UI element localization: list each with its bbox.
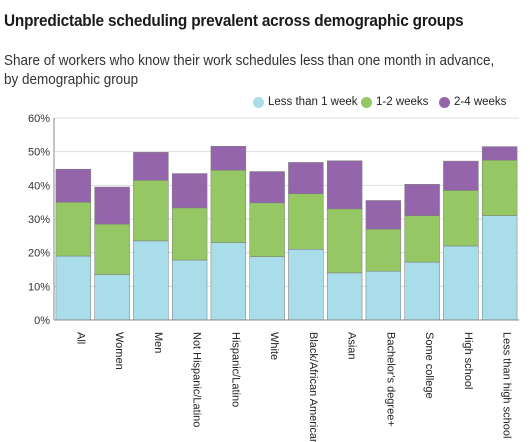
- x-tick-label-high-school: High school: [462, 332, 474, 389]
- chart-subtitle: Share of workers who know their work sch…: [4, 53, 495, 88]
- y-tick-label: 20%: [28, 248, 50, 260]
- bar-segment-less-than-1-week-bachelor-s-degree: [365, 270, 402, 321]
- x-tick-label-some-college: Some college: [423, 332, 435, 399]
- x-tick-label-men: Men: [152, 332, 164, 353]
- bar-segment-1-2-weeks-bachelor-s-degree: [365, 228, 402, 272]
- legend-swatch-1-2-weeks: [361, 97, 372, 108]
- bar-segment-2-4-weeks-women: [94, 186, 130, 225]
- bar-segment-less-than-1-week-asian: [326, 272, 363, 321]
- bar-segment-1-2-weeks-some-college: [404, 215, 440, 263]
- bar-segment-less-than-1-week-all: [55, 255, 92, 321]
- y-tick-label: 60%: [28, 113, 50, 125]
- y-tick-label: 0%: [34, 315, 50, 327]
- legend-swatch-2-4-weeks: [439, 97, 450, 108]
- y-tick-label: 40%: [28, 180, 50, 192]
- y-tick-label: 50%: [28, 147, 50, 159]
- bar-segment-1-2-weeks-men: [133, 180, 169, 242]
- bar-segment-2-4-weeks-white: [249, 171, 285, 204]
- bar-segment-1-2-weeks-all: [55, 201, 92, 257]
- bar-segment-2-4-weeks-all: [55, 168, 92, 203]
- bar-segment-less-than-1-week-some-college: [404, 261, 440, 321]
- bar-segment-less-than-1-week-women: [94, 274, 130, 321]
- x-tick-label-hispanic-latino: Hispanic/Latino: [229, 332, 241, 407]
- bar-segment-2-4-weeks-bachelor-s-degree: [365, 200, 402, 230]
- x-tick-label-less-than-high-school: Less than high school: [501, 332, 513, 438]
- bar-segment-2-4-weeks-men: [133, 152, 169, 181]
- bar-segment-1-2-weeks-hispanic-latino: [210, 169, 247, 243]
- bar-segment-less-than-1-week-men: [133, 240, 169, 321]
- bar-segment-less-than-1-week-high-school: [443, 245, 479, 321]
- bar-segment-1-2-weeks-white: [249, 202, 285, 257]
- y-tick-label: 30%: [28, 214, 50, 226]
- bar-segment-2-4-weeks-high-school: [443, 160, 479, 191]
- bar-segment-2-4-weeks-asian: [326, 160, 363, 210]
- bar-segment-1-2-weeks-high-school: [443, 190, 479, 247]
- bar-segment-less-than-1-week-not-hispanic-latino: [171, 259, 208, 321]
- chart-title: Unpredictable scheduling prevalent acros…: [4, 12, 464, 30]
- y-tick-label: 10%: [28, 281, 50, 293]
- bar-segment-1-2-weeks-not-hispanic-latino: [171, 207, 208, 261]
- x-tick-label-women: Women: [113, 332, 125, 370]
- x-tick-label-not-hispanic-latino: Not Hispanic/Latino: [191, 332, 203, 427]
- bar-segment-less-than-1-week-white: [249, 256, 285, 321]
- legend-label-1-2-weeks: 1-2 weeks: [376, 96, 429, 108]
- bar-segment-1-2-weeks-women: [94, 223, 130, 275]
- legend-label-2-4-weeks: 2-4 weeks: [454, 96, 507, 108]
- bar-segment-2-4-weeks-some-college: [404, 184, 440, 216]
- bar-segment-1-2-weeks-less-than-high-school: [481, 159, 518, 216]
- bar-segment-less-than-1-week-hispanic-latino: [210, 242, 247, 321]
- x-tick-label-all: All: [74, 332, 86, 344]
- bar-segment-2-4-weeks-less-than-high-school: [481, 146, 518, 161]
- x-tick-label-asian: Asian: [346, 332, 358, 360]
- x-tick-label-black-african-american: Black/African American: [307, 332, 319, 442]
- bar-segment-2-4-weeks-black-african-american: [288, 162, 324, 195]
- legend-label-less-than-1-week: Less than 1 week: [268, 96, 358, 108]
- bar-segment-2-4-weeks-not-hispanic-latino: [171, 173, 208, 209]
- bar-segment-less-than-1-week-less-than-high-school: [481, 215, 518, 321]
- legend-swatch-less-than-1-week: [253, 97, 264, 108]
- x-tick-label-bachelor-s-degree: Bachelor's degree+: [384, 332, 396, 427]
- x-tick-label-white: White: [268, 332, 280, 360]
- legend: Less than 1 week 1-2 weeks 2-4 weeks: [0, 96, 530, 112]
- bar-segment-2-4-weeks-hispanic-latino: [210, 146, 247, 171]
- bar-segment-1-2-weeks-asian: [326, 208, 363, 274]
- bar-segment-less-than-1-week-black-african-american: [288, 249, 324, 321]
- bar-segment-1-2-weeks-black-african-american: [288, 193, 324, 250]
